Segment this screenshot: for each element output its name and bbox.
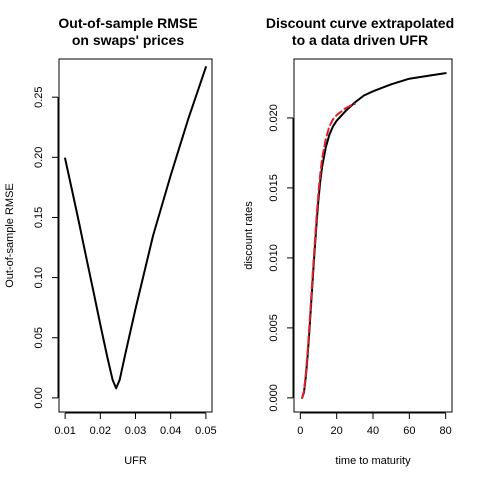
x-tick-label: 80 [440,425,452,437]
x-tick-label: 20 [331,425,343,437]
series-line-1 [301,72,447,399]
plot-frame [58,58,213,413]
chart-title: Out-of-sample RMSE on swaps' prices [58,15,197,48]
y-tick-label: 0.10 [33,267,45,288]
y-axis-label: Out-of-sample RMSE [4,183,16,288]
chart-title: Discount curve extrapolated to a data dri… [266,15,454,48]
chart-title-line: Discount curve extrapolated [266,15,454,31]
plot-frame [293,58,453,413]
x-tick-label: 60 [403,425,415,437]
y-tick-label: 0.020 [268,104,280,132]
y-tick-label: 0.05 [33,327,45,348]
chart-title-line: to a data driven UFR [292,32,428,48]
x-tick-label: 0.01 [54,425,75,437]
x-tick-label: 0.03 [125,425,146,437]
x-tick-label: 40 [367,425,379,437]
y-tick-label: 0.005 [268,314,280,342]
x-tick-label: 0.04 [160,425,181,437]
y-tick-label: 0.000 [268,384,280,412]
series-line-1 [64,66,207,390]
x-tick-label: 0.05 [195,425,216,437]
x-tick-label: 0 [297,425,303,437]
y-axis-label: discount rates [243,201,255,270]
series-line-2 [301,102,356,399]
chart-title-line: on swaps' prices [72,32,184,48]
y-tick-label: 0.20 [33,147,45,168]
y-tick-label: 0.00 [33,387,45,408]
y-tick-label: 0.15 [33,207,45,228]
x-tick-label: 0.02 [90,425,111,437]
chart-title-line: Out-of-sample RMSE [58,15,197,31]
chart-panel-2: Discount curve extrapolated to a data dri… [243,15,454,467]
y-tick-label: 0.010 [268,244,280,272]
y-tick-label: 0.25 [33,86,45,107]
y-tick-label: 0.015 [268,174,280,202]
x-axis-label: UFR [124,455,147,467]
x-axis-label: time to maturity [335,455,411,467]
